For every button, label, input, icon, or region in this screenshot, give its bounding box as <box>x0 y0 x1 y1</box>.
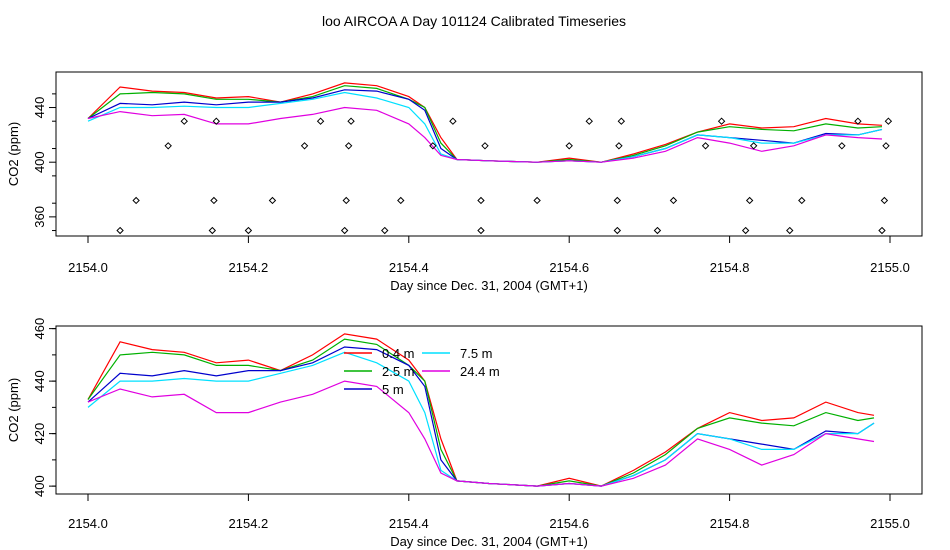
x-axis-label: Day since Dec. 31, 2004 (GMT+1) <box>390 278 588 293</box>
x-axis-label: Day since Dec. 31, 2004 (GMT+1) <box>390 534 588 549</box>
status-marker <box>854 117 862 125</box>
status-marker <box>132 196 140 205</box>
status-marker <box>208 226 217 235</box>
y-axis-label: CO2 (ppm) <box>6 378 21 442</box>
status-marker <box>340 226 349 235</box>
status-marker <box>669 196 678 205</box>
status-marker <box>745 196 754 205</box>
status-marker <box>342 196 350 205</box>
status-marker <box>613 196 622 205</box>
status-marker <box>481 142 489 150</box>
status-marker <box>164 142 172 150</box>
status-marker <box>210 196 218 205</box>
status-marker <box>300 142 309 150</box>
status-marker <box>429 142 437 150</box>
x-tick-label: 2154.0 <box>68 260 108 275</box>
series-line-2-5-m <box>87 338 875 487</box>
y-tick-label: 400 <box>32 151 47 173</box>
status-marker <box>180 117 188 125</box>
bottom-panel: 2154.0 2154.2 2154.4 2154.6 2154.8 2155.0 Day … <box>6 318 923 549</box>
status-marker <box>344 142 353 150</box>
x-tick-label: 2155.0 <box>870 260 910 275</box>
status-marker <box>477 196 485 205</box>
status-marker <box>212 117 221 125</box>
x-tick-label: 2154.0 <box>68 516 108 531</box>
status-marker <box>397 196 405 205</box>
status-marker <box>653 226 662 235</box>
status-marker <box>741 226 750 235</box>
status-marker <box>884 117 893 125</box>
chart-title: loo AIRCOA A Day 101124 Calibrated Times… <box>322 13 626 29</box>
y-tick-label: 440 <box>32 97 47 119</box>
status-marker <box>116 226 124 235</box>
status-marker <box>268 196 277 205</box>
status-marker <box>617 117 626 125</box>
status-marker <box>347 117 355 125</box>
x-tick-label: 2154.6 <box>549 260 589 275</box>
legend-entry: 24.4 m <box>460 364 500 379</box>
x-tick-label: 2154.4 <box>389 260 429 275</box>
x-tick-label: 2154.8 <box>710 260 750 275</box>
legend-entry: 5 m <box>382 382 404 397</box>
y-tick-label: 400 <box>32 475 47 497</box>
status-marker <box>786 226 794 235</box>
y-tick-label: 460 <box>32 318 47 340</box>
legend-entry: 0.4 m <box>382 346 415 361</box>
x-tick-label: 2154.4 <box>389 516 429 531</box>
x-tick-label: 2154.8 <box>710 516 750 531</box>
status-marker <box>880 196 889 205</box>
status-marker <box>878 226 886 235</box>
y-tick-label: 360 <box>32 206 47 228</box>
y-tick-label: 420 <box>32 423 47 445</box>
status-marker <box>244 226 253 235</box>
x-tick-label: 2154.2 <box>229 260 269 275</box>
status-marker <box>882 142 890 150</box>
plot-frame <box>55 71 923 237</box>
series-line-7-5-m <box>87 91 883 163</box>
status-marker <box>717 117 726 125</box>
status-marker <box>613 226 622 235</box>
status-marker <box>701 142 710 150</box>
status-marker <box>316 117 325 125</box>
status-marker <box>381 226 389 235</box>
legend-entry: 7.5 m <box>460 346 493 361</box>
plot-frame <box>55 325 923 495</box>
status-marker <box>615 142 623 150</box>
series-line-24-4-m <box>87 106 883 163</box>
top-panel: 2154.0 2154.2 2154.4 2154.6 2154.8 2155.0 Day … <box>6 71 923 293</box>
status-marker <box>533 196 541 205</box>
status-marker <box>565 142 573 150</box>
status-marker <box>838 142 846 150</box>
status-marker <box>749 142 758 150</box>
status-marker <box>585 117 593 125</box>
x-tick-label: 2154.2 <box>229 516 269 531</box>
x-tick-label: 2154.6 <box>549 516 589 531</box>
status-marker <box>477 226 485 235</box>
series-line-24-4-m <box>87 380 875 487</box>
status-marker <box>449 117 457 125</box>
status-marker <box>798 196 806 205</box>
x-tick-label: 2155.0 <box>870 516 910 531</box>
y-axis-label: CO2 (ppm) <box>6 122 21 186</box>
y-tick-label: 440 <box>32 370 47 392</box>
series-line-0-4-m <box>87 82 883 163</box>
legend-entry: 2.5 m <box>382 364 415 379</box>
